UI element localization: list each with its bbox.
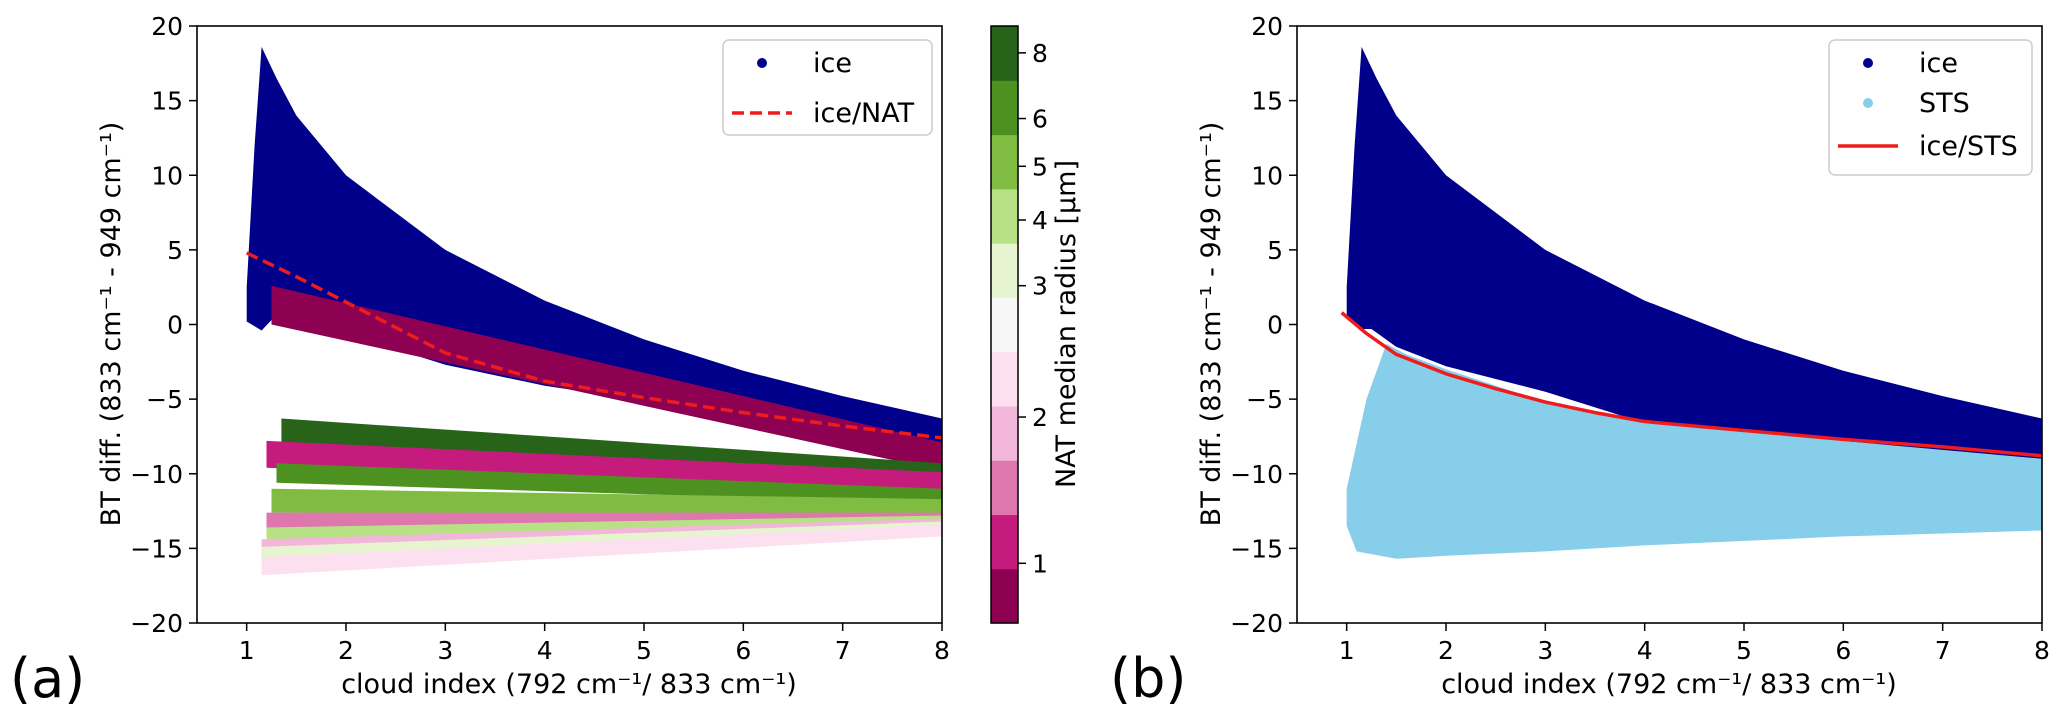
colorbar-tick-label: 4 (1032, 206, 1048, 235)
y-tick-label: 5 (1267, 236, 1283, 265)
colorbar-tick-label: 5 (1032, 152, 1048, 181)
y-axis-label-b: BT diff. (833 cm⁻¹ - 949 cm⁻¹) (1196, 122, 1227, 527)
nat-band-r0_6 (271, 285, 942, 471)
colorbar-segment (991, 188, 1018, 244)
panel-b: 1 2 3 4 5 6 7 8 −20 −15 −10 −5 0 5 10 15 20 cloud index … (1110, 12, 2050, 710)
y-tick-label: 0 (1267, 311, 1283, 340)
y-tick-label: 10 (151, 161, 183, 190)
ticks-b: 1 2 3 4 5 6 7 8 −20 −15 −10 −5 0 5 10 15 20 (1230, 12, 2050, 665)
y-tick-label: 10 (1251, 161, 1283, 190)
x-tick-label: 3 (1537, 636, 1553, 665)
nat-band-r2_5 (261, 524, 942, 576)
x-tick-label: 5 (1736, 636, 1752, 665)
x-tick-label: 1 (239, 636, 255, 665)
x-tick-label: 4 (537, 636, 553, 665)
colorbar-tick-label: 6 (1032, 105, 1048, 134)
legend-label-ice-nat-a: ice/NAT (813, 98, 915, 129)
x-axis-label-a: cloud index (792 cm⁻¹/ 833 cm⁻¹) (341, 669, 797, 700)
y-tick-label: −15 (1230, 534, 1283, 563)
y-tick-label: 20 (1251, 12, 1283, 41)
y-tick-label: −10 (1230, 460, 1283, 489)
x-tick-label: 4 (1637, 636, 1653, 665)
legend-label-sts-b: STS (1919, 88, 1970, 119)
x-tick-label: 5 (636, 636, 652, 665)
colorbar-segments (991, 26, 1018, 624)
legend-a: ice ice/NAT (722, 39, 933, 136)
legend-label-ice-a: ice (813, 48, 852, 79)
legend-marker-sts-b (1863, 98, 1873, 108)
x-tick-label: 1 (1339, 636, 1355, 665)
nat-band-r5 (271, 488, 942, 517)
legend-label-ice-b: ice (1919, 48, 1958, 79)
colorbar-tick-label: 1 (1032, 549, 1048, 578)
y-tick-label: 15 (1251, 87, 1283, 116)
x-axis-label-b: cloud index (792 cm⁻¹/ 833 cm⁻¹) (1441, 669, 1897, 700)
y-tick-label: −20 (130, 609, 183, 638)
colorbar-segment (991, 351, 1018, 407)
y-tick-label: 5 (167, 236, 183, 265)
line-ice-sts (1340, 311, 2042, 458)
y-tick-label: −15 (130, 534, 183, 563)
legend-box-b (1828, 39, 2033, 176)
y-tick-label: −5 (1246, 385, 1283, 414)
y-tick-label: −5 (146, 385, 183, 414)
colorbar-segment (991, 243, 1018, 298)
colorbar-frame (990, 25, 1019, 624)
data-layer-a (245, 46, 942, 576)
colorbar-segment (991, 405, 1018, 461)
x-tick-label: 6 (1835, 636, 1851, 665)
ticks-a: 1 2 3 4 5 6 7 8 −20 −15 −10 −5 0 5 10 15 20 (130, 12, 950, 665)
colorbar-tick-label: 3 (1032, 272, 1048, 301)
x-tick-label: 2 (1438, 636, 1454, 665)
x-tick-label: 3 (437, 636, 453, 665)
colorbar-segment (991, 26, 1018, 81)
x-tick-label: 7 (835, 636, 851, 665)
y-tick-label: 15 (151, 87, 183, 116)
line-ice-nat (245, 251, 942, 440)
scatter-cloud-sts (1346, 343, 2042, 559)
nat-band-r1 (266, 440, 942, 495)
colorbar-segment (991, 134, 1018, 190)
nat-band-r6 (276, 463, 942, 504)
y-tick-label: 0 (167, 311, 183, 340)
x-tick-label: 2 (338, 636, 354, 665)
panel-label-a: (a) (10, 647, 85, 710)
data-layer-b (1340, 46, 2042, 559)
legend-label-ice-sts-b: ice/STS (1919, 131, 2018, 162)
y-tick-label: −10 (130, 460, 183, 489)
colorbar-segment (991, 297, 1018, 353)
colorbar-label: NAT median radius [μm] (1051, 160, 1082, 488)
colorbar-segment (991, 80, 1018, 136)
scatter-cloud-ice (1346, 46, 2042, 459)
y-tick-label: −20 (1230, 609, 1283, 638)
x-tick-label: 6 (735, 636, 751, 665)
legend-b: ice STS ice/STS (1828, 39, 2033, 176)
colorbar-segment (991, 514, 1018, 570)
panel-label-b: (b) (1110, 647, 1186, 710)
x-tick-label: 7 (1935, 636, 1951, 665)
colorbar-segment (991, 460, 1018, 516)
y-tick-label: 20 (151, 12, 183, 41)
colorbar-tick-label: 2 (1032, 403, 1048, 432)
colorbar-segment (991, 568, 1018, 624)
colorbar: 1 2 3 4 5 6 8 NAT median radius [μm] (990, 25, 1082, 624)
y-axis-label-a: BT diff. (833 cm⁻¹ - 949 cm⁻¹) (96, 122, 127, 527)
legend-marker-ice-b (1863, 58, 1873, 68)
x-tick-label: 8 (2034, 636, 2050, 665)
colorbar-ticks: 1 2 3 4 5 6 8 (1018, 39, 1048, 578)
x-tick-label: 8 (934, 636, 950, 665)
colorbar-tick-label: 8 (1032, 39, 1048, 68)
legend-marker-ice-a (757, 58, 767, 68)
